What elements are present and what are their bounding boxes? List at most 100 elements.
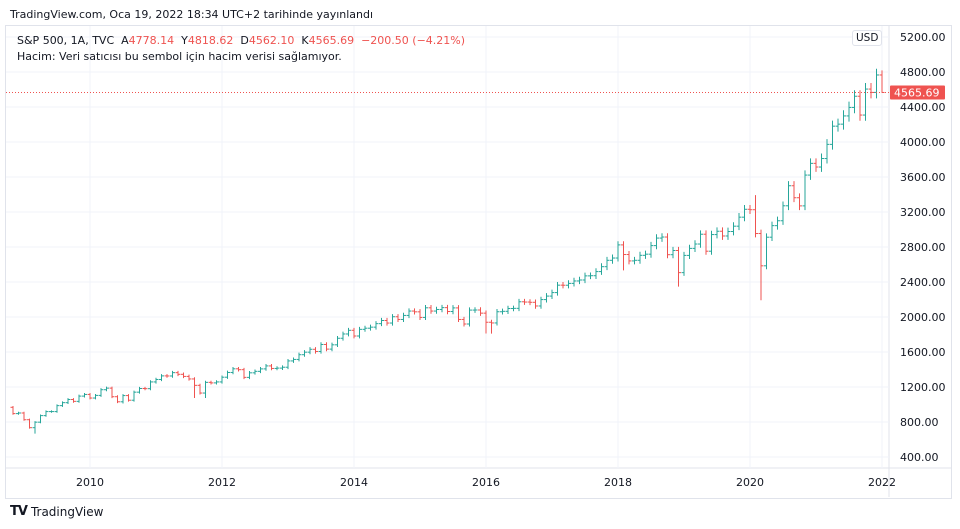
ohlc-bar xyxy=(555,282,560,296)
ohlc-bar xyxy=(357,326,362,339)
last-price-badge xyxy=(890,85,945,100)
ohlc-bar xyxy=(373,321,379,330)
ohlc-bar xyxy=(98,388,104,397)
ohlc-bar xyxy=(615,241,621,262)
tradingview-logo[interactable]: TV TradingView xyxy=(10,504,103,519)
ohlc-bar xyxy=(214,380,219,385)
ohlc-bar xyxy=(709,230,714,255)
ohlc-bar xyxy=(269,364,274,371)
ohlc-bar xyxy=(775,216,780,230)
ohlc-bar xyxy=(549,289,555,300)
ohlc-bar xyxy=(109,386,115,399)
ohlc-bar xyxy=(434,306,439,314)
ohlc-bar xyxy=(874,68,879,99)
ohlc-bar xyxy=(318,342,324,354)
ohlc-bar xyxy=(566,280,571,289)
ohlc-bar xyxy=(588,272,593,280)
y-tick-label: 3600.00 xyxy=(900,171,946,184)
x-tick-label: 2020 xyxy=(736,476,764,489)
ohlc-bar xyxy=(665,233,670,259)
ohlc-bar xyxy=(599,263,604,275)
ohlc-bar xyxy=(285,358,291,370)
ohlc-bar xyxy=(813,158,819,172)
ohlc-bar xyxy=(252,369,258,375)
ohlc-bar xyxy=(863,83,868,121)
ohlc-bar xyxy=(219,375,225,384)
ohlc-bar xyxy=(274,366,280,371)
ohlc-bar xyxy=(241,367,247,380)
ohlc-bar xyxy=(313,347,318,354)
ohlc-bar xyxy=(445,304,450,315)
ohlc-bar xyxy=(324,342,329,352)
ohlc-bar xyxy=(478,307,483,316)
ohlc-bar xyxy=(439,304,445,313)
ohlc-bar xyxy=(423,305,428,321)
ohlc-bar xyxy=(720,227,725,240)
ohlc-bar xyxy=(247,371,252,380)
ohlc-bar xyxy=(351,327,357,339)
ohlc-bar xyxy=(747,205,753,214)
ohlc-bar xyxy=(159,374,164,382)
ohlc-bar xyxy=(395,314,401,323)
last-price-label: 4565.69 xyxy=(894,87,940,100)
x-tick-label: 2014 xyxy=(340,476,368,489)
ohlc-bar xyxy=(505,305,511,315)
ohlc-bar xyxy=(511,305,516,312)
ohlc-bar xyxy=(153,377,159,384)
ohlc-bar xyxy=(38,414,43,424)
ohlc-bar xyxy=(406,308,412,319)
ohlc-bar xyxy=(225,370,230,379)
ohlc-bar xyxy=(417,309,423,321)
ohlc-bar xyxy=(335,335,340,348)
ohlc-bar xyxy=(203,380,208,398)
ohlc-bar xyxy=(868,83,874,99)
ohlc-bar xyxy=(65,398,71,405)
ohlc-bar xyxy=(736,213,742,231)
y-tick-label: 4800.00 xyxy=(900,66,946,79)
ohlc-bar xyxy=(27,418,32,429)
tradingview-logo-icon: TV xyxy=(10,504,28,519)
ohlc-bar xyxy=(489,319,494,334)
ohlc-bar xyxy=(753,195,758,238)
ohlc-bar xyxy=(280,365,285,370)
ohlc-bar xyxy=(296,352,302,362)
ohlc-bar xyxy=(181,372,186,379)
ohlc-bar xyxy=(428,305,434,314)
ohlc-bar xyxy=(131,390,137,402)
ohlc-bar xyxy=(258,367,263,374)
ohlc-bar xyxy=(522,298,527,305)
y-tick-label: 2400.00 xyxy=(900,276,946,289)
open-label: A xyxy=(121,34,129,47)
close-value: 4565.69 xyxy=(308,34,355,47)
chart-frame xyxy=(5,25,952,499)
ohlc-bar xyxy=(786,181,791,211)
ohlc-bar xyxy=(142,386,148,391)
ohlc-bar xyxy=(626,250,632,265)
ohlc-bar xyxy=(10,406,16,415)
ohlc-bar xyxy=(186,374,192,381)
ohlc-bar xyxy=(93,393,98,400)
ohlc-bar xyxy=(742,205,747,222)
ohlc-bar xyxy=(263,364,269,371)
ohlc-bar xyxy=(841,110,846,130)
ohlc-bar xyxy=(483,310,489,334)
ohlc-bar xyxy=(527,299,533,306)
y-tick-label: 4400.00 xyxy=(900,101,946,114)
ohlc-bar xyxy=(857,90,863,121)
ohlc-bar xyxy=(538,296,544,309)
ohlc-bar xyxy=(571,277,577,287)
ohlc-bar xyxy=(802,170,808,211)
x-tick-label: 2012 xyxy=(208,476,236,489)
ohlc-bar xyxy=(82,392,87,398)
ohlc-bar xyxy=(21,411,27,421)
ohlc-bar xyxy=(797,193,802,211)
ohlc-bar xyxy=(362,325,368,332)
ohlc-bar xyxy=(450,305,456,315)
ohlc-bar xyxy=(544,293,549,303)
ohlc-bar xyxy=(577,276,582,285)
ohlc-bar xyxy=(126,394,131,402)
currency-button[interactable]: USD xyxy=(852,30,883,46)
ohlc-bar xyxy=(582,272,588,284)
ohlc-bar xyxy=(461,316,467,327)
